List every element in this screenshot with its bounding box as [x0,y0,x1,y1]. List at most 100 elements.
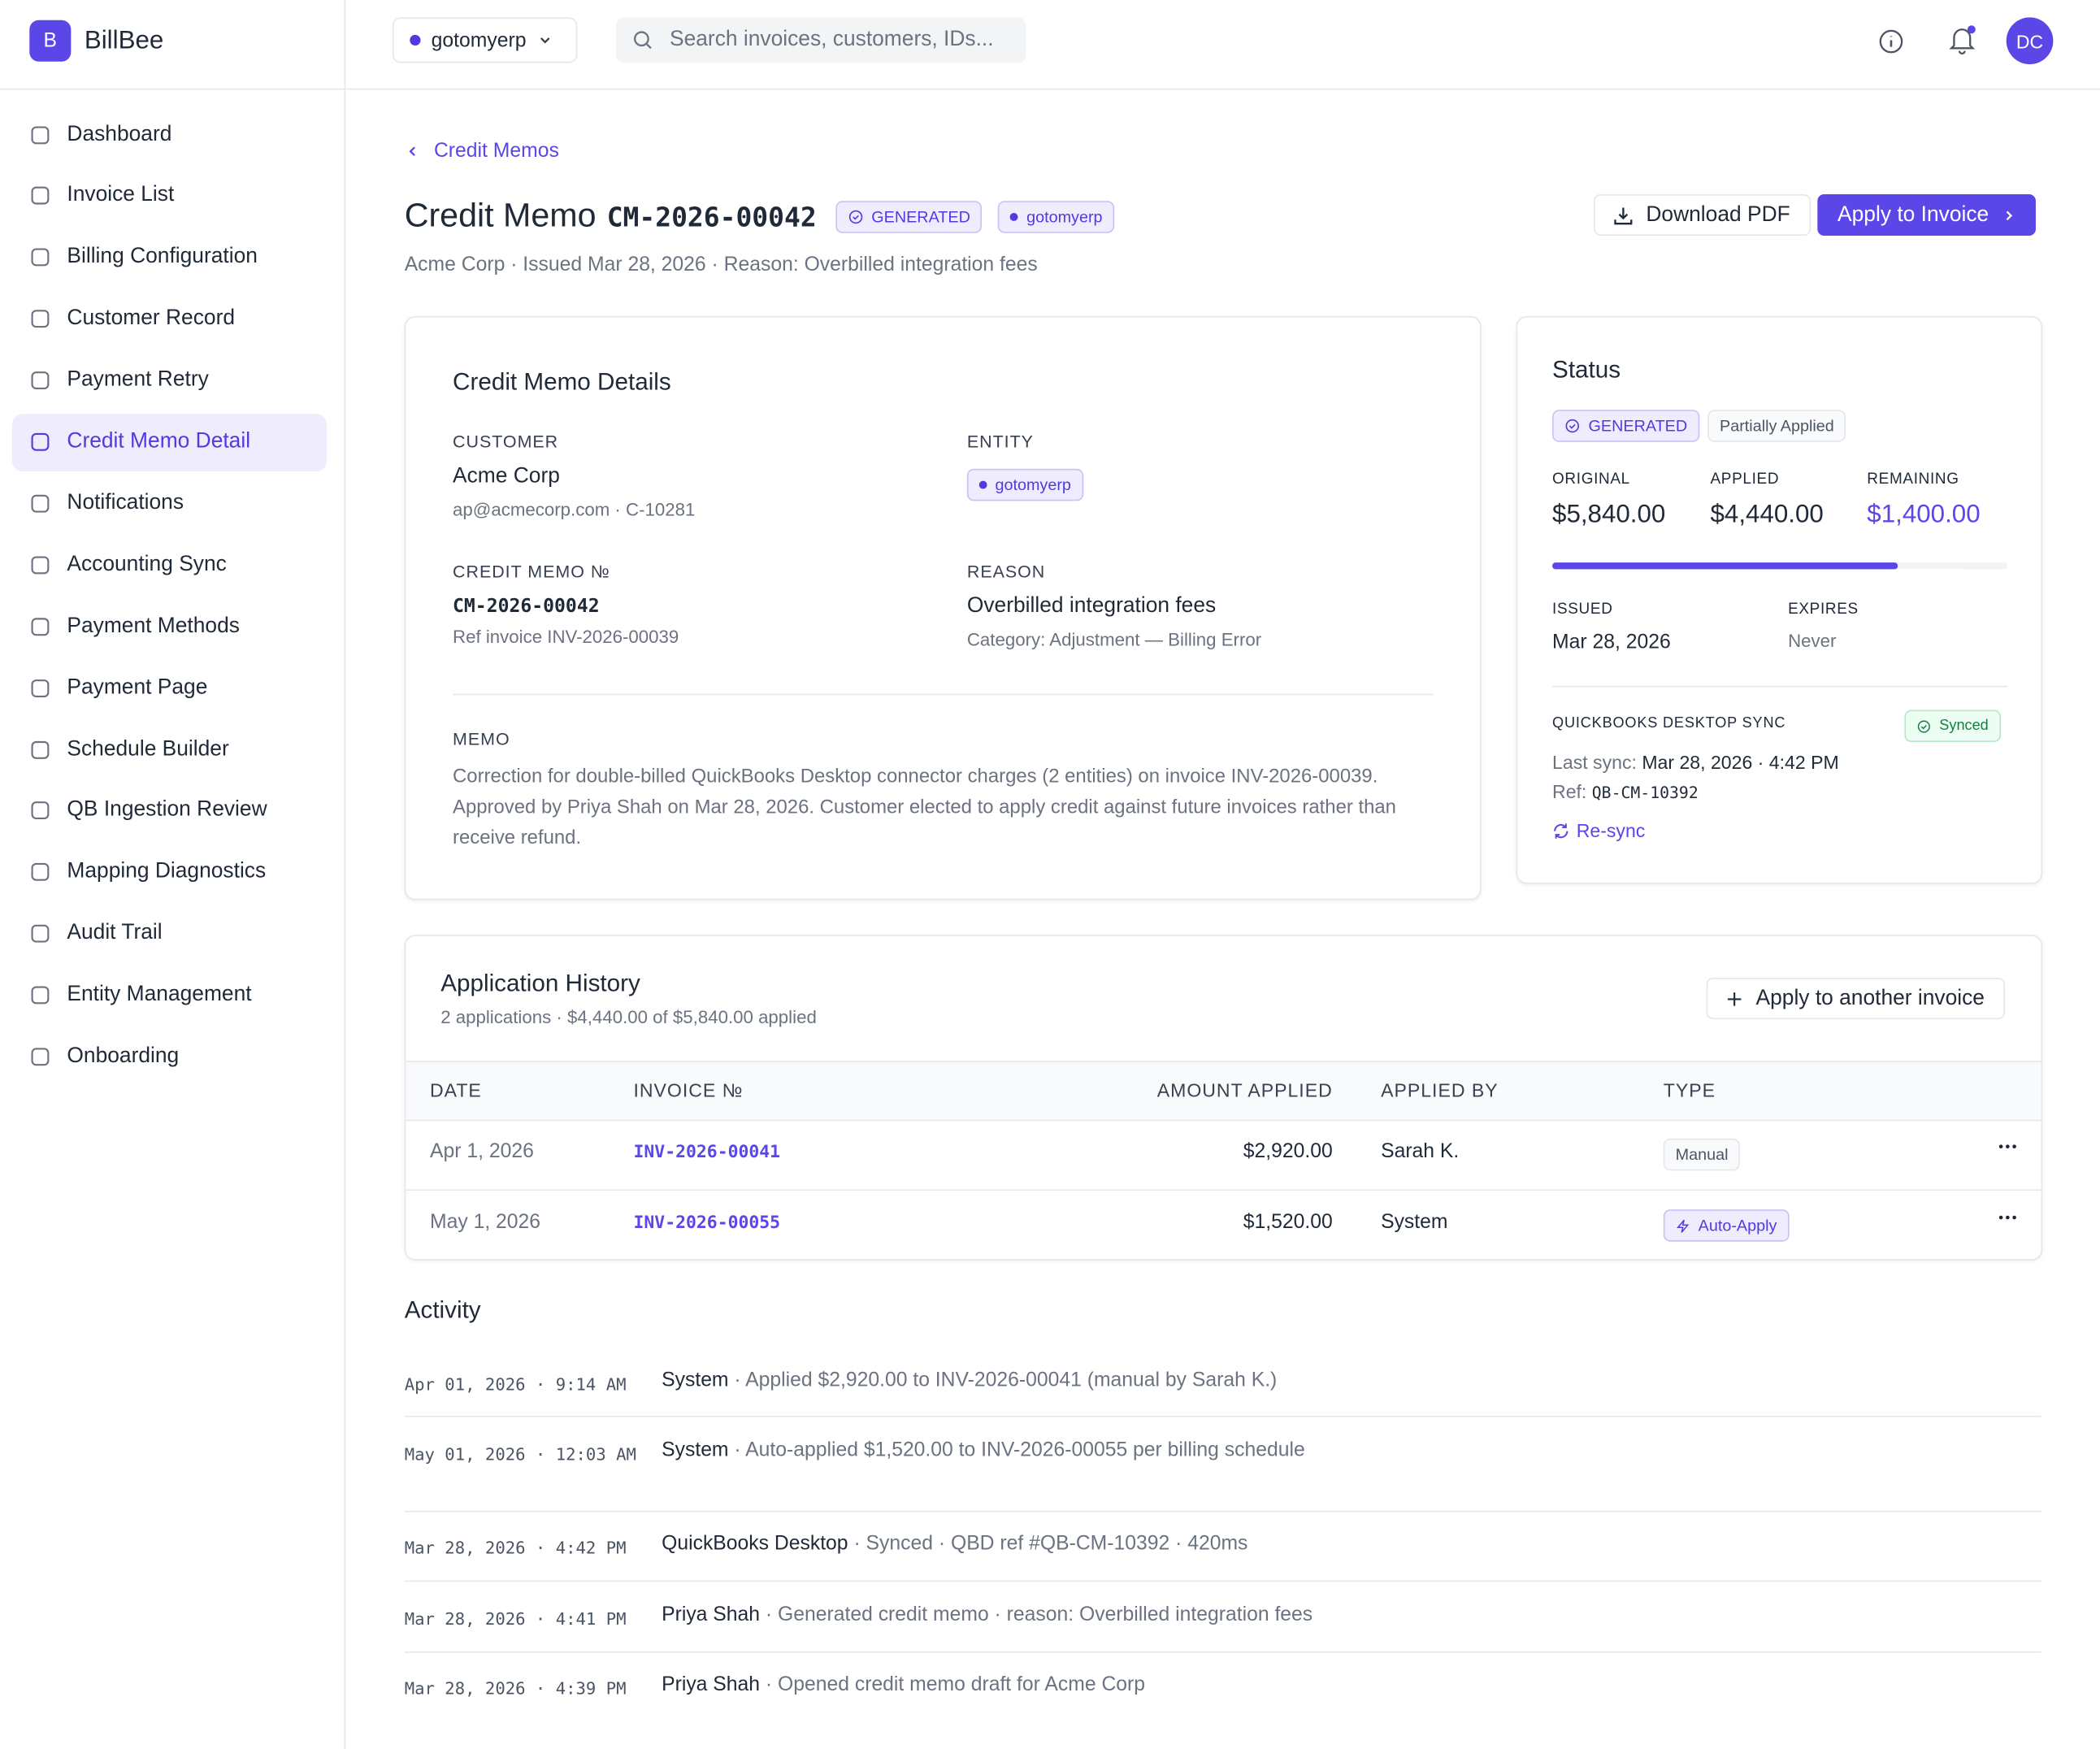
amount: $2,920.00 [1243,1139,1333,1163]
entity-badge: gotomyerp [998,200,1115,232]
value: Mar 28, 2026 [1552,631,1671,654]
history-card: Application History 2 applications · $4,… [404,935,2043,1261]
actor: System [662,1438,729,1461]
nav-item[interactable]: Notifications [12,475,327,532]
label: EXPIRES [1788,601,1859,618]
detail: · Generated credit memo · reason: Overbi… [765,1603,1313,1626]
label: Last sync: [1552,751,1637,773]
nav-item[interactable]: Billing Configuration [12,228,327,286]
nav-item[interactable]: Payment Page [12,659,327,717]
sub: ap@acmecorp.com · C-10281 [453,499,696,520]
nav-item[interactable]: Payment Methods [12,597,327,655]
page-title: Credit Memo [404,197,597,235]
nav-item[interactable]: QB Ingestion Review [12,782,327,840]
status-badge: GENERATED [835,200,983,232]
nav-label: Payment Page [67,675,208,699]
value: Overbilled integration fees [966,594,1217,618]
row-divider [404,1580,2041,1582]
avatar[interactable]: DC [2006,17,2054,65]
history-subtitle: 2 applications · $4,440.00 of $5,840.00 … [440,1007,817,1028]
entity-switcher[interactable]: gotomyerp [392,17,578,63]
download-button[interactable]: Download PDF [1594,193,1811,237]
label: CUSTOMER [453,431,559,452]
actor: Priya Shah [662,1673,761,1696]
row-menu[interactable] [1998,1132,2017,1157]
entity: gotomyerp [431,28,527,52]
apply-label: Apply to Invoice [1837,202,1989,226]
row-divider [404,1510,2041,1512]
info-icon[interactable] [1877,28,1904,55]
status-text: GENERATED [1588,416,1688,436]
search-placeholder: Search invoices, customers, IDs... [670,28,994,51]
nav-item[interactable]: Invoice List [12,167,327,225]
nav-item[interactable]: Schedule Builder [12,721,327,779]
nav-item[interactable]: Customer Record [12,290,327,348]
nav-item[interactable]: Accounting Sync [12,536,327,594]
label: QUICKBOOKS DESKTOP SYNC [1552,715,1786,731]
progress-fill [1552,562,1898,570]
progress-track [1552,562,2008,570]
nav-label: Onboarding [67,1044,180,1068]
nav-label: Invoice List [67,184,175,207]
page-header: Credit Memo CM-2026-00042 GENERATED goto… [405,197,1115,236]
row-menu[interactable] [1998,1203,2017,1227]
label: ORIGINAL [1552,471,1630,488]
nav-item[interactable]: Onboarding [12,1028,327,1086]
type-badge: Manual [1663,1138,1741,1171]
value: Mar 28, 2026 · 4:42 PM [1642,751,1839,773]
value: QB-CM-10392 [1591,783,1699,803]
nav-item[interactable]: Payment Retry [12,352,327,410]
label: Ref: [1552,780,1587,803]
label: MEMO [453,728,510,749]
synced-text: Synced [1939,718,1989,735]
nav-item[interactable]: Dashboard [12,106,327,163]
nav-label: Billing Configuration [67,245,258,269]
table-header [406,1061,2041,1122]
label: ISSUED [1552,601,1613,618]
detail: · Synced · QBD ref #QB-CM-10392 · 420ms [853,1532,1248,1556]
label: REASON [966,561,1046,582]
logo: B [29,20,72,62]
breadcrumb[interactable]: Credit Memos [405,139,559,162]
entry: QuickBooks Desktop · Synced · QBD ref #Q… [662,1532,1247,1555]
nav-item[interactable]: Credit Memo Detail [11,413,328,471]
nav-label: Accounting Sync [67,553,227,576]
invoice-link[interactable]: INV-2026-00055 [633,1213,781,1234]
value: Acme Corp [453,464,560,488]
resync[interactable]: Re-sync [1552,820,1645,841]
details-title: Credit Memo Details [453,368,671,396]
history-title: Application History [440,970,640,997]
activity-title: Activity [404,1296,481,1324]
nav-item[interactable]: Entity Management [12,966,327,1024]
invoice-link[interactable]: INV-2026-00041 [633,1142,781,1163]
applied-by: System [1381,1210,1448,1234]
search[interactable]: Search invoices, customers, IDs... [616,17,1026,63]
time: Apr 01, 2026 · 9:14 AM [404,1374,627,1395]
entity-text: gotomyerp [995,475,1071,495]
type-text: Auto-Apply [1698,1216,1777,1235]
status-badge: GENERATED [1552,410,1699,442]
actor: QuickBooks Desktop [662,1532,848,1556]
details-card: Credit Memo Details CUSTOMER Acme Corp a… [404,315,1482,901]
column-header: DATE [430,1079,482,1101]
date: May 1, 2026 [430,1210,541,1234]
label: APPLIED [1710,471,1780,488]
apply-another[interactable]: Apply to another invoice [1706,978,2005,1020]
nav-label: Payment Methods [67,614,240,637]
row-divider [406,1189,2041,1191]
page-subtitle: Acme Corp · Issued Mar 28, 2026 · Reason… [404,253,1038,276]
nav-item[interactable]: Audit Trail [12,905,327,963]
last-sync: Last sync: Mar 28, 2026 · 4:42 PM [1552,752,1839,773]
download-label: Download PDF [1646,202,1790,226]
date: Apr 1, 2026 [430,1139,534,1163]
time: Mar 28, 2026 · 4:41 PM [404,1608,627,1629]
bell-icon[interactable] [1947,24,1976,57]
resync-label: Re-sync [1576,819,1646,841]
nav-label: Entity Management [67,983,252,1006]
apply-button[interactable]: Apply to Invoice [1817,193,2036,237]
type-text: Manual [1675,1145,1729,1165]
time: Mar 28, 2026 · 4:39 PM [404,1677,627,1699]
divider [453,693,1434,696]
nav-item[interactable]: Mapping Diagnostics [12,844,327,901]
